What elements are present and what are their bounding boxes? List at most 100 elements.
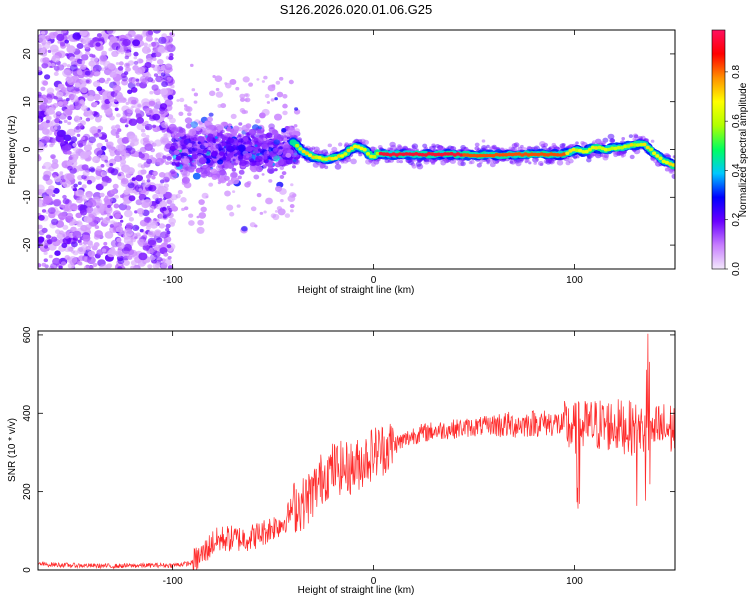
spectrogram-cell (293, 124, 298, 128)
spectrogram-cell (152, 113, 161, 121)
spectrogram-cell (152, 218, 158, 224)
spectrogram-cell (45, 234, 52, 239)
spectrogram-cell (469, 159, 475, 165)
spectrogram-cell (262, 155, 268, 160)
spectrogram-cell (90, 111, 95, 115)
spectrogram-cell (439, 152, 444, 157)
spectrogram-cell (103, 241, 108, 246)
spectrogram-cell (177, 137, 182, 141)
spectrogram-cell (42, 57, 50, 64)
spectrogram-cell (632, 137, 637, 142)
spectrogram-cell (181, 155, 185, 159)
spectrogram-cell (128, 217, 134, 222)
spectrogram-cell (38, 141, 43, 147)
spectrogram-cell (610, 146, 615, 150)
spectrogram-cell (504, 153, 509, 157)
spectrogram-cell (273, 155, 281, 162)
spectrogram-cell (295, 143, 300, 148)
spectrogram-cell (578, 148, 583, 153)
spectrogram-cell (151, 52, 157, 58)
spectrogram-cell (338, 142, 343, 147)
spectrogram-cell (497, 153, 502, 157)
spectrogram-cell (215, 87, 220, 92)
spectrogram-cell (188, 128, 197, 136)
spectrogram-cell (117, 266, 123, 269)
spectrogram-cell (120, 179, 130, 187)
spectrogram-cell (508, 146, 513, 151)
spectrogram-cell (40, 136, 50, 144)
spectrogram-cell (175, 128, 180, 133)
spectrogram-cell (74, 82, 81, 88)
spectrogram-cell (124, 62, 131, 68)
spectrogram-cell (429, 146, 433, 150)
spectrogram-cell (209, 90, 216, 97)
spectrogram-cell (131, 177, 136, 181)
spectrogram-cell (115, 250, 123, 257)
spectrogram-cell (476, 163, 482, 168)
spectrogram-cell (226, 145, 235, 153)
spectrogram-cell (109, 151, 116, 157)
spectrogram-cell (118, 203, 128, 211)
spectrogram-cell (206, 167, 212, 172)
spectrogram-cell (197, 152, 202, 157)
spectrogram-cell (423, 153, 428, 157)
spectrogram-cell (101, 50, 107, 56)
spectrogram-cell (587, 147, 592, 152)
spectrogram-cell (149, 205, 155, 211)
spectrogram-cell (600, 146, 605, 151)
spectrogram-cell (281, 128, 287, 133)
spectrogram-cell (44, 111, 48, 115)
spectrogram-cell (115, 226, 124, 233)
spectrogram-cell (89, 53, 94, 58)
spectrogram-cell (140, 169, 147, 175)
spectrogram-cell (104, 80, 109, 84)
spectrogram-cell (143, 216, 151, 223)
spectrogram-cell (133, 60, 139, 65)
spectrogram-cell (239, 93, 246, 99)
spectrogram-cell (38, 110, 46, 119)
spectrogram-cell (320, 157, 325, 161)
spectrogram-cell (42, 128, 50, 135)
spectrogram-cell (62, 194, 67, 199)
spectrogram-cell (122, 45, 132, 54)
spectrogram-cell (202, 164, 207, 169)
spectrogram-cell (523, 152, 528, 156)
spectrogram-cell (549, 152, 554, 156)
spectrogram-cell (372, 154, 377, 159)
spectrogram-cell (89, 168, 96, 173)
spectrogram-cell (49, 109, 56, 115)
spectrogram-cell (107, 96, 112, 100)
spectrogram-cell (635, 143, 641, 147)
spectrogram-cell (80, 209, 87, 216)
spectrogram-cell (56, 96, 63, 103)
spectrogram-cell (255, 155, 263, 163)
spectrogram-cell (85, 70, 91, 76)
spectrogram-cell (114, 107, 119, 112)
spectrogram-cell (650, 139, 655, 143)
snr-x-tick-label: 100 (566, 576, 583, 587)
spectrogram-cell (50, 263, 58, 269)
spectrogram-cell (369, 154, 374, 159)
spectrogram-cell (140, 164, 146, 169)
spectrogram-cell (166, 198, 174, 205)
spectrogram-cell (103, 90, 111, 97)
spectrogram-cell (106, 209, 110, 214)
spectrogram-cell (98, 77, 106, 84)
spectrogram-cell (96, 165, 102, 171)
spectrogram-cell (324, 165, 329, 170)
snr-x-tick-label: -100 (163, 576, 183, 587)
spectrogram-cell (70, 136, 78, 143)
spectrogram-cell (196, 226, 205, 234)
spectrogram-cell (218, 151, 225, 157)
spectrogram-cell (52, 187, 60, 194)
spectrogram-cell (240, 154, 244, 157)
spectrogram-cell (289, 204, 295, 209)
spectrogram-cell (89, 126, 98, 134)
spectrogram-cell (66, 150, 72, 155)
spectrogram-cell (581, 150, 586, 154)
spectrogram-cell (193, 100, 198, 104)
spectrogram-cell (52, 198, 62, 207)
spectrogram-cell (127, 147, 136, 155)
spectrogram-cell (47, 49, 52, 54)
spectrogram-cell (171, 151, 176, 156)
